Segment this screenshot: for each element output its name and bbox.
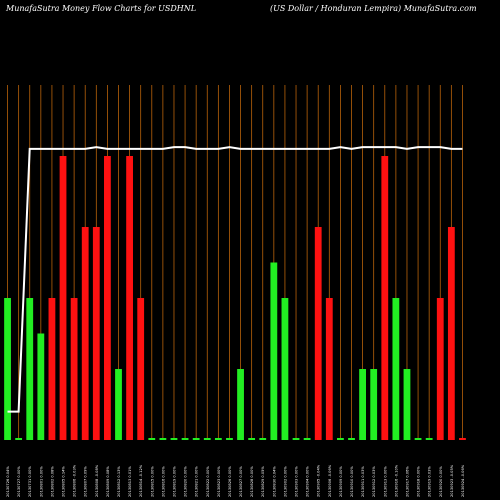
bar [459,438,466,440]
bar [159,438,167,440]
x-tick-label: 20130822 0.00% [206,466,210,497]
bar [192,438,200,440]
bar [126,156,133,440]
bar [170,438,178,440]
bar [104,156,111,440]
bar [381,156,389,440]
x-tick-label: 20130821 0.00% [195,466,199,497]
x-tick-label: 20130807 0.09% [84,466,88,497]
x-tick-label: 20130806 -0.03% [73,464,77,497]
chart-title: MunafaSutra Money Flow Charts for USDHNL [6,4,197,13]
bar [137,298,145,440]
x-tick-labels: 20130726 0.04% 20130727 0.00% 20130731 0.0… [6,464,465,497]
bar [48,298,56,440]
bars [4,156,466,440]
bar [414,438,422,440]
x-tick-label: 20130816 0.00% [161,466,165,497]
money-flow-line [7,146,463,413]
bar [447,227,455,440]
bar [181,438,189,440]
bar [115,369,122,440]
x-tick-label: 20130812 0.13% [117,466,121,497]
bar [148,438,156,440]
bar [15,438,23,440]
bar [92,227,100,440]
x-tick-label: 20130913 0.00% [383,466,387,497]
x-tick-label: 20130911 0.03% [361,466,365,497]
x-tick-label: 20130906 -0.06% [328,464,332,497]
bar [281,298,289,440]
chart-subtitle: (US Dollar / Honduran Lempira) MunafaSut… [270,4,477,13]
x-tick-label: 20130916 -0.10% [394,464,398,497]
bar [303,438,311,440]
bar [392,298,400,440]
bar [337,438,344,440]
x-tick-label: 20130801 0.00% [39,466,43,497]
x-tick-label: 20130727 0.00% [17,466,21,497]
bar [325,298,333,440]
bar [370,369,378,440]
x-tick-label: 20130904 0.00% [306,466,310,497]
x-tick-label: 20130826 0.00% [228,466,232,497]
bar [248,438,256,440]
x-tick-label: 20130802 0.08% [50,466,54,497]
bar [292,438,300,440]
bar [26,298,34,440]
x-tick-label: 20130923 -0.05% [450,464,454,497]
bar [237,369,244,440]
bar [403,369,411,440]
x-tick-label: 20130909 0.00% [339,466,343,497]
bar [425,438,433,440]
bar [226,438,233,440]
x-tick-label: 20130919 0.03% [428,466,432,497]
x-tick-label: 20130903 0.00% [295,466,299,497]
x-tick-label: 20130808 -0.08% [95,464,99,497]
x-tick-label: 20130912 0.03% [372,466,376,497]
bar [81,227,89,440]
x-tick-label: 20130726 0.04% [6,466,10,497]
x-tick-label: 20130830 0.04% [272,466,276,497]
bar [4,298,11,440]
x-tick-label: 20130820 0.00% [184,466,188,497]
x-tick-label: 20130828 0.00% [250,466,254,497]
x-tick-label: 20130814 -0.12% [139,464,143,497]
x-tick-label: 20130924 -0.06% [461,464,465,497]
x-tick-label: 20130917 0.06% [405,466,409,497]
x-tick-label: 20130813 0.01% [128,466,132,497]
x-tick-label: 20130815 0.00% [150,466,154,497]
x-tick-label: 20130905 -0.04% [317,464,321,497]
bar [70,298,78,440]
x-tick-label: 20130809 0.08% [106,466,110,497]
x-tick-label: 20130920 0.00% [439,466,443,497]
bar [59,156,67,440]
x-tick-label: 20130819 0.00% [172,466,176,497]
bar [348,438,355,440]
bar [359,369,366,440]
bar [37,333,45,440]
bar [436,298,444,440]
x-tick-label: 20130910 0.00% [350,466,354,497]
x-tick-label: 20130823 0.00% [217,466,221,497]
bar [203,438,211,440]
bar [314,227,322,440]
x-tick-label: 20130902 0.00% [283,466,287,497]
bar [270,262,278,440]
bar [214,438,222,440]
x-tick-label: 20130829 0.05% [261,466,265,497]
x-tick-label: 20130827 0.00% [239,466,243,497]
bar [259,438,267,440]
x-tick-label: 20130731 0.00% [28,466,32,497]
x-tick-label: 20130805 0.14% [62,466,66,497]
x-tick-label: 20130918 0.00% [417,466,421,497]
